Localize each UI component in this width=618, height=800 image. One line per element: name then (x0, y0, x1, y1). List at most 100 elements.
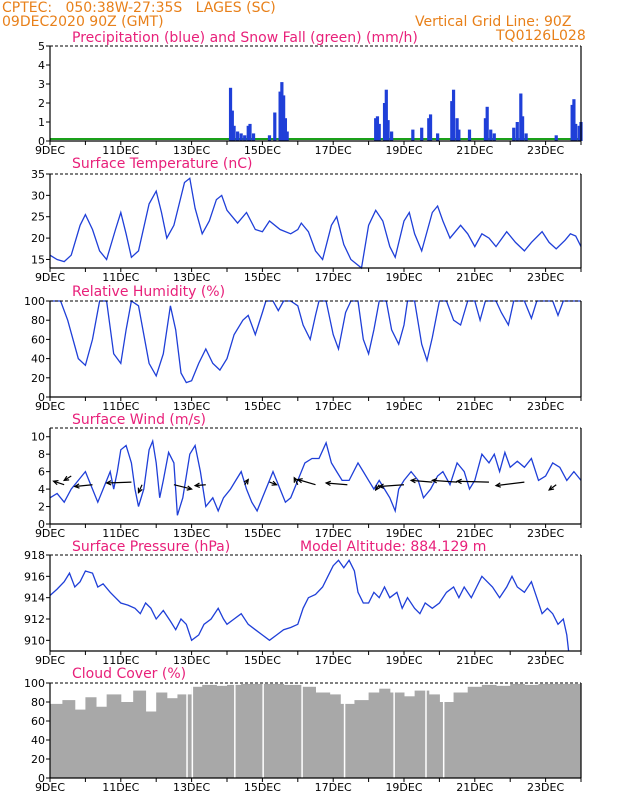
wind-arrow-6 (195, 484, 206, 487)
cloud-ytick-label-0: 0 (38, 772, 45, 785)
cloud-seg-39 (566, 683, 582, 778)
precip-bar-11 (278, 91, 282, 141)
wind-arrow-15 (432, 479, 458, 483)
cloud-seg-33 (481, 684, 497, 778)
precip-bar-33 (483, 118, 488, 141)
rh-ytick-label-0: 0 (38, 391, 45, 404)
rh-xtick-label-6: 21DEC (456, 400, 493, 413)
rh-series-line (50, 299, 581, 384)
wind-xtick-label-7: 23DEC (527, 527, 564, 540)
wind-arrowhead-2 (73, 483, 80, 489)
cloud-ytick-label-2: 40 (31, 734, 45, 747)
cloud-seg-35 (510, 683, 525, 778)
cloud-seg-31 (453, 692, 469, 778)
cloud-gap-7 (425, 683, 427, 778)
wind-arrow-11 (326, 482, 348, 486)
wind-arrowhead-6 (193, 482, 201, 488)
precip-xtick-label-3: 15DEC (244, 144, 281, 157)
pres-xtick-label-6: 21DEC (456, 654, 493, 667)
run-id: TQ0126L028 (496, 28, 586, 44)
wind-xtick-label-6: 21DEC (456, 527, 493, 540)
rh-xtick-label-7: 23DEC (527, 400, 564, 413)
wind-arrow-10 (297, 478, 316, 486)
precip-bar-17 (375, 116, 380, 141)
cloud-seg-38 (552, 683, 568, 778)
cloud-seg-14 (216, 685, 228, 778)
rh-ytick-label-1: 20 (31, 372, 45, 385)
wind-arrowhead-1 (62, 475, 70, 482)
cloud-seg-24 (368, 692, 380, 778)
cloud-gap-6 (393, 683, 395, 778)
precip-ytick-label-3: 3 (38, 78, 45, 91)
precip-bar-44 (572, 99, 576, 141)
wind-arrow-2 (74, 484, 93, 488)
temp-ytick-label-0: 15 (31, 253, 45, 266)
temp-title: Surface Temperature (nC) (72, 156, 253, 172)
precip-title: Precipitation (blue) and Snow Fall (gree… (72, 30, 418, 46)
precip-ytick-label-4: 4 (38, 59, 45, 72)
model-altitude: Model Altitude: 884.129 m (300, 539, 487, 555)
cloud-seg-2 (74, 709, 86, 778)
cloud-seg-27 (404, 696, 416, 778)
pres-xtick-label-2: 13DEC (173, 654, 210, 667)
wind-title: Surface Wind (m/s) (72, 412, 206, 428)
cloud-seg-36 (524, 684, 540, 778)
precip-bar-14 (283, 118, 288, 141)
wind-arrowhead-11 (324, 480, 332, 487)
cloud-seg-18 (283, 684, 302, 778)
temp-ytick-label-2: 25 (31, 211, 45, 224)
cloud-seg-21 (329, 694, 341, 778)
cloud-seg-19 (301, 686, 316, 778)
cloud-seg-37 (538, 683, 554, 778)
precip-xtick-label-5: 19DEC (385, 144, 422, 157)
temp-xtick-label-0: 9DEC (35, 271, 65, 284)
pres-ytick-label-0: 910 (24, 634, 45, 647)
temp-ytick-label-3: 30 (31, 189, 45, 202)
pres-xtick-label-7: 23DEC (527, 654, 564, 667)
precip-xtick-label-0: 9DEC (35, 144, 65, 157)
precip-bar-24 (420, 127, 424, 141)
precip-bar-18 (377, 123, 381, 141)
wind-arrow-1 (63, 475, 72, 481)
pres-xtick-label-4: 17DEC (315, 654, 352, 667)
wind-arrow-18 (548, 484, 557, 491)
run-date: 09DEC2020 90Z (GMT) (2, 14, 164, 30)
precip-bar-42 (554, 135, 558, 141)
temp-xtick-label-5: 19DEC (385, 271, 422, 284)
rh-xtick-label-4: 17DEC (315, 400, 352, 413)
wind-xtick-label-2: 13DEC (173, 527, 210, 540)
precip-xtick-label-7: 23DEC (527, 144, 564, 157)
rh-ytick-label-5: 100 (24, 295, 45, 308)
precip-bar-30 (455, 118, 459, 141)
wind-arrow-5 (173, 484, 192, 490)
wind-arrow-3 (106, 481, 132, 484)
wind-arrow-0 (53, 480, 65, 486)
precip-ytick-label-2: 2 (38, 97, 45, 110)
cloud-gap-5 (343, 683, 346, 778)
cloud-gap-1 (191, 683, 194, 778)
precip-xtick-label-6: 21DEC (456, 144, 493, 157)
precip-ytick-label-1: 1 (38, 116, 45, 129)
cloud-seg-1 (62, 700, 76, 778)
precip-ytick-label-5: 5 (38, 40, 45, 53)
wind-arrowhead-15 (430, 477, 438, 484)
cloud-ytick-label-4: 80 (31, 696, 45, 709)
wind-arrow-17 (495, 481, 525, 487)
pres-ytick-label-2: 914 (24, 592, 45, 605)
cloud-xtick-label-3: 15DEC (244, 781, 281, 794)
cloud-xtick-label-4: 17DEC (315, 781, 352, 794)
cloud-xtick-label-5: 19DEC (385, 781, 422, 794)
cloud-seg-29 (428, 694, 440, 778)
cloud-seg-10 (166, 698, 178, 778)
precip-bar-16 (374, 118, 378, 141)
precip-bar-38 (515, 122, 519, 141)
pressure-title: Surface Pressure (hPa) (72, 539, 231, 555)
temp-xtick-label-2: 13DEC (173, 271, 210, 284)
cloud-gap-2 (234, 683, 236, 778)
rh-ytick-label-4: 80 (31, 314, 45, 327)
wind-xtick-label-1: 11DEC (102, 527, 139, 540)
precip-bar-7 (248, 123, 252, 141)
precip-bar-39 (519, 93, 523, 141)
rh-xtick-label-1: 11DEC (102, 400, 139, 413)
